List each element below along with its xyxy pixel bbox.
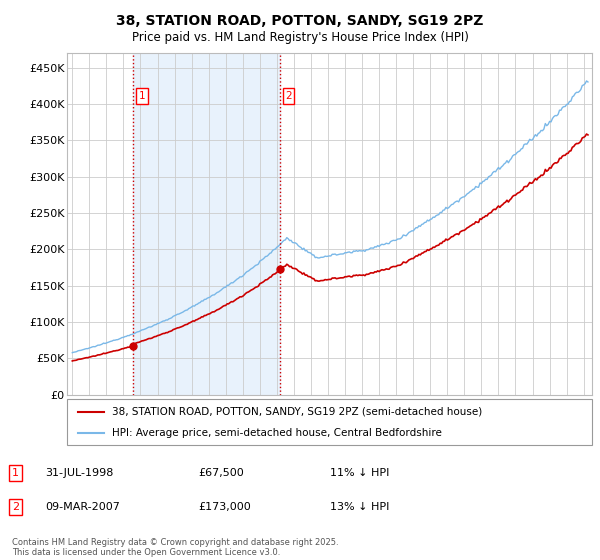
- Text: 1: 1: [139, 91, 145, 101]
- Text: 2: 2: [285, 91, 292, 101]
- Text: 09-MAR-2007: 09-MAR-2007: [45, 502, 120, 512]
- Bar: [133, 53, 280, 395]
- Text: 13% ↓ HPI: 13% ↓ HPI: [330, 502, 389, 512]
- Text: 38, STATION ROAD, POTTON, SANDY, SG19 2PZ: 38, STATION ROAD, POTTON, SANDY, SG19 2P…: [116, 14, 484, 28]
- Text: 11% ↓ HPI: 11% ↓ HPI: [330, 468, 389, 478]
- Text: 38, STATION ROAD, POTTON, SANDY, SG19 2PZ (semi-detached house): 38, STATION ROAD, POTTON, SANDY, SG19 2P…: [112, 407, 482, 417]
- Text: HPI: Average price, semi-detached house, Central Bedfordshire: HPI: Average price, semi-detached house,…: [112, 428, 442, 438]
- Text: £173,000: £173,000: [198, 502, 251, 512]
- Text: £67,500: £67,500: [198, 468, 244, 478]
- FancyBboxPatch shape: [67, 399, 592, 445]
- Text: 2: 2: [12, 502, 19, 512]
- Text: 1: 1: [12, 468, 19, 478]
- Text: Price paid vs. HM Land Registry's House Price Index (HPI): Price paid vs. HM Land Registry's House …: [131, 31, 469, 44]
- Text: Contains HM Land Registry data © Crown copyright and database right 2025.
This d: Contains HM Land Registry data © Crown c…: [12, 538, 338, 557]
- Text: 31-JUL-1998: 31-JUL-1998: [45, 468, 113, 478]
